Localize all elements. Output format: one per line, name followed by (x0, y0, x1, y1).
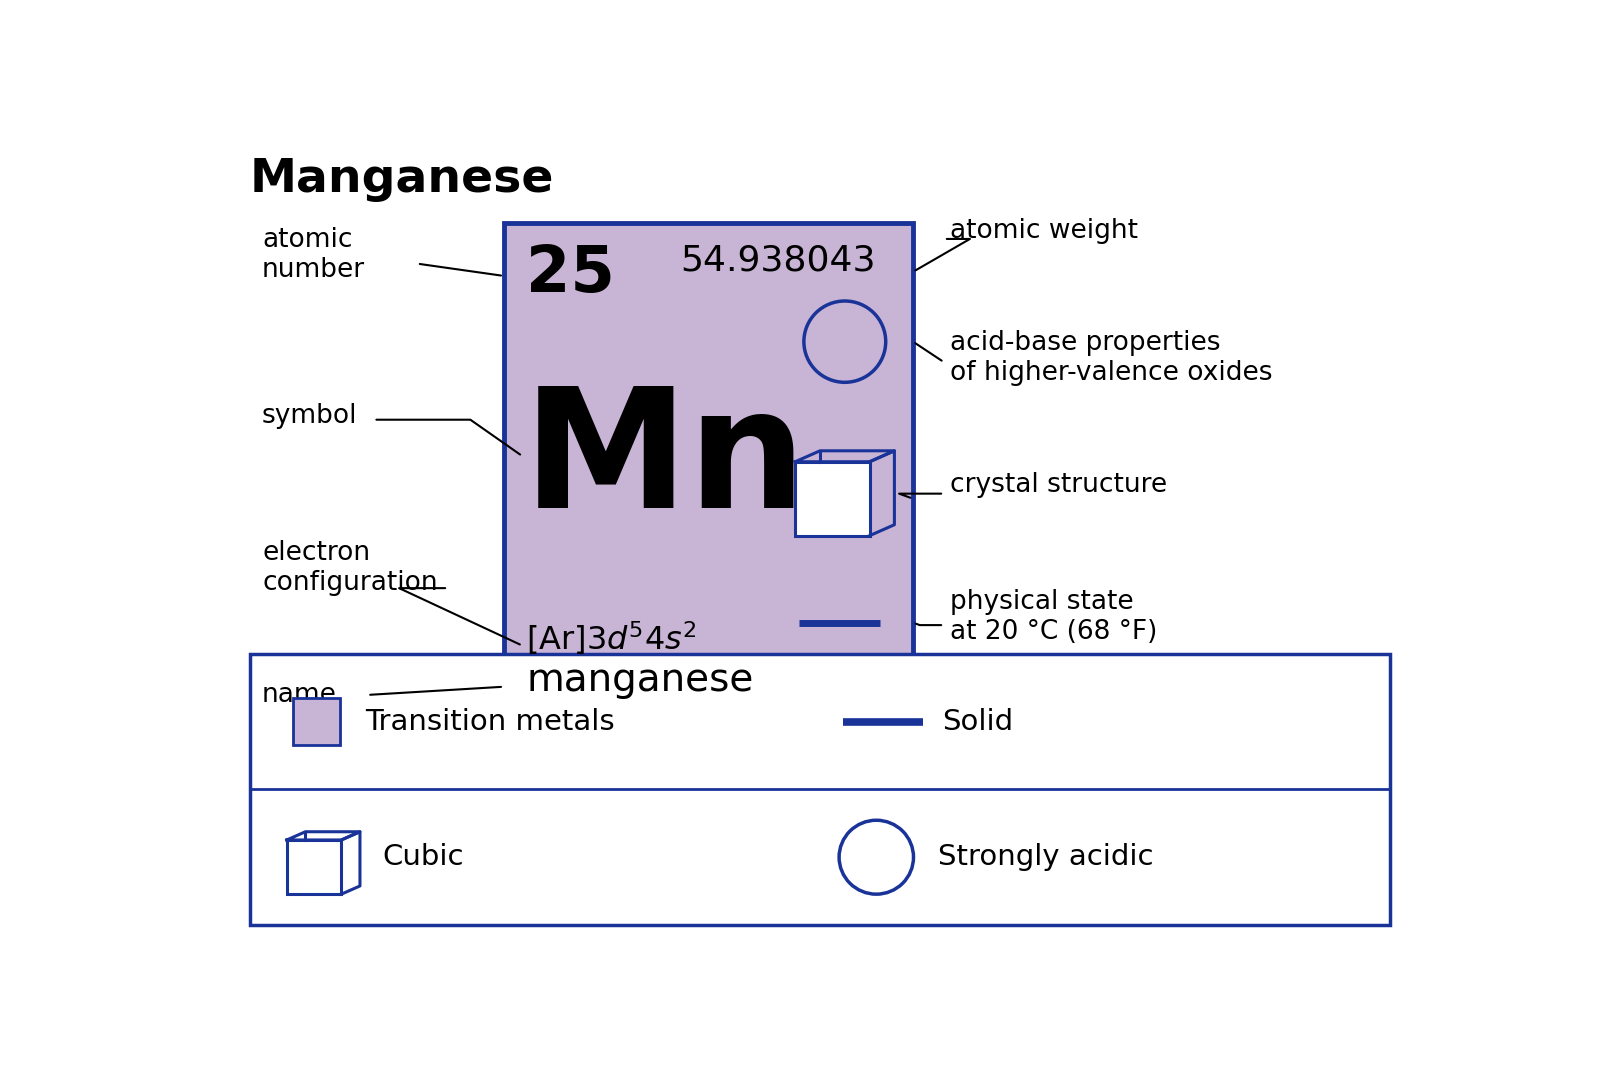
Text: acid-base properties
of higher-valence oxides: acid-base properties of higher-valence o… (950, 330, 1272, 386)
Bar (250, 654, 1390, 925)
Text: Mn: Mn (523, 380, 806, 543)
Text: physical state
at 20 °C (68 °F): physical state at 20 °C (68 °F) (950, 589, 1157, 644)
Bar (795, 462, 870, 536)
Text: $\mathrm{[Ar]3}d^54s^2$: $\mathrm{[Ar]3}d^54s^2$ (526, 619, 696, 657)
Text: crystal structure: crystal structure (950, 473, 1168, 498)
Text: 25: 25 (526, 243, 614, 305)
Text: Strongly acidic: Strongly acidic (938, 843, 1154, 871)
Text: 54.938043: 54.938043 (680, 243, 875, 277)
Text: electron
configuration: electron configuration (262, 540, 438, 595)
Bar (504, 223, 914, 719)
Text: symbol: symbol (262, 402, 357, 429)
Text: Solid: Solid (942, 707, 1013, 735)
Text: Transition metals: Transition metals (365, 707, 614, 735)
Bar (286, 840, 341, 894)
Text: Cubic: Cubic (382, 843, 464, 871)
Text: manganese: manganese (526, 662, 754, 699)
Text: name: name (262, 682, 338, 707)
Text: atomic weight: atomic weight (950, 218, 1138, 243)
Bar (293, 698, 341, 745)
Text: Manganese: Manganese (250, 157, 554, 202)
Text: atomic
number: atomic number (262, 227, 365, 284)
